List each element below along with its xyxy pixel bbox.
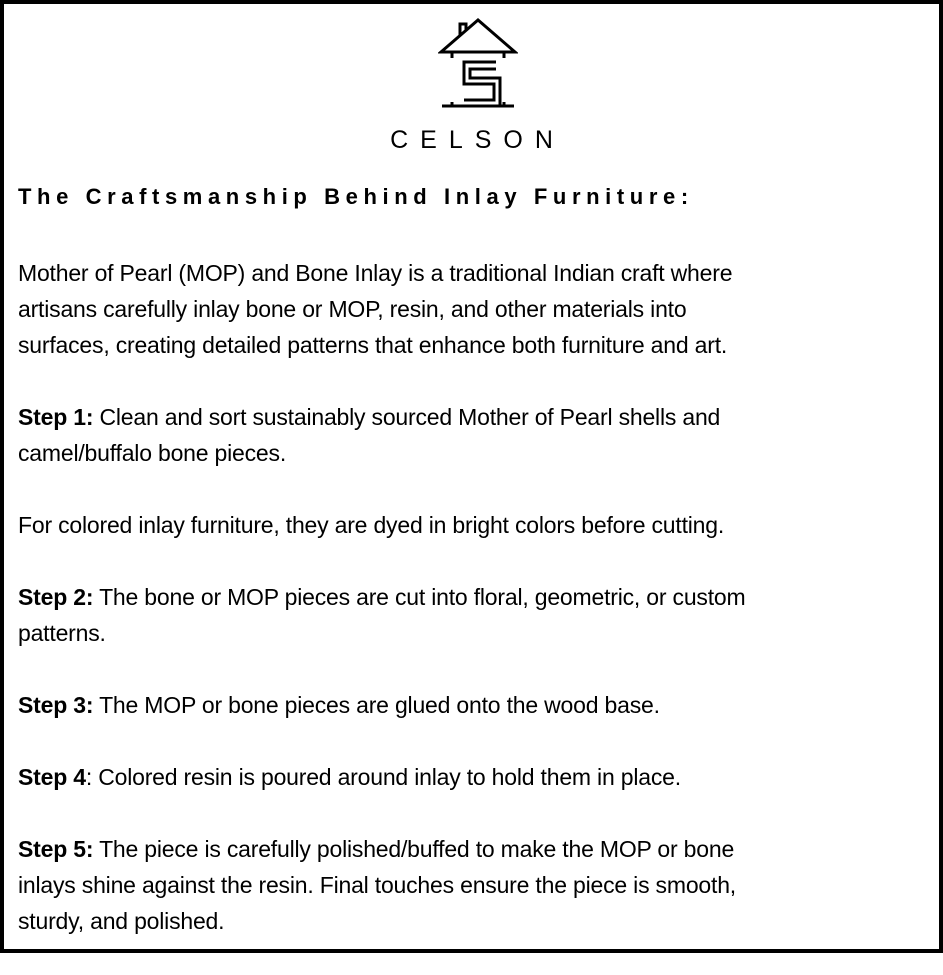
text-line: inlays shine against the resin. Final to… — [18, 872, 736, 898]
step-text: The MOP or bone pieces are glued onto th… — [93, 692, 660, 718]
text-line: Mother of Pearl (MOP) and Bone Inlay is … — [18, 260, 733, 286]
step-text: Clean and sort sustainably sourced Mothe… — [93, 404, 721, 430]
brand-name: CELSON — [390, 126, 565, 154]
step-3: Step 3: The MOP or bone pieces are glued… — [18, 687, 745, 723]
text-line: Step 2: The bone or MOP pieces are cut i… — [18, 579, 746, 615]
step-5: Step 5: The piece is carefully polished/… — [18, 831, 745, 939]
text-line: Step 3: The MOP or bone pieces are glued… — [18, 687, 745, 723]
text-line: For colored inlay furniture, they are dy… — [18, 512, 725, 538]
text-line: Step 1: Clean and sort sustainably sourc… — [18, 399, 745, 435]
house-s-logo-icon — [438, 18, 518, 108]
step-label: Step 3: — [18, 692, 94, 718]
text-line: camel/buffalo bone pieces. — [18, 440, 287, 466]
text-line: patterns. — [18, 620, 106, 646]
step-label: Step 1: — [18, 404, 94, 430]
text-line: artisans carefully inlay bone or MOP, re… — [18, 296, 687, 322]
document-frame: CELSON The Craftsmanship Behind Inlay Fu… — [0, 0, 943, 953]
step-4: Step 4: Colored resin is poured around i… — [18, 759, 745, 795]
page-title: The Craftsmanship Behind Inlay Furniture… — [18, 184, 694, 209]
step-label: Step 4 — [18, 764, 86, 790]
dye-note: For colored inlay furniture, they are dy… — [18, 507, 745, 543]
step-label: Step 2: — [18, 584, 94, 610]
step-1: Step 1: Clean and sort sustainably sourc… — [18, 399, 745, 471]
step-text: The bone or MOP pieces are cut into flor… — [93, 584, 746, 610]
text-line: Step 4: Colored resin is poured around i… — [18, 759, 745, 795]
text-line: Step 5: The piece is carefully polished/… — [18, 831, 745, 867]
step-text: : Colored resin is poured around inlay t… — [85, 764, 681, 790]
intro-paragraph: Mother of Pearl (MOP) and Bone Inlay is … — [18, 255, 745, 363]
document-body: Mother of Pearl (MOP) and Bone Inlay is … — [18, 255, 746, 975]
text-line: sturdy, and polished. — [18, 908, 225, 934]
text-line: surfaces, creating detailed patterns tha… — [18, 332, 728, 358]
step-text: The piece is carefully polished/buffed t… — [93, 836, 735, 862]
step-2: Step 2: The bone or MOP pieces are cut i… — [18, 579, 746, 651]
step-label: Step 5: — [18, 836, 94, 862]
